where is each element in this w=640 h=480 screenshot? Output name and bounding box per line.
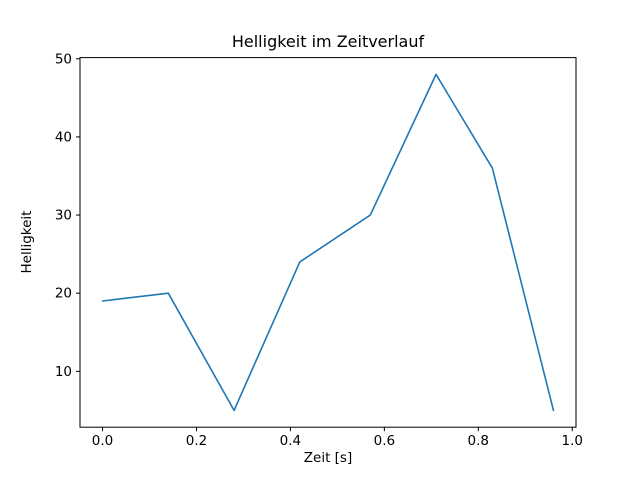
y-tick-label: 30	[55, 208, 72, 224]
x-tick-label: 0.0	[92, 433, 113, 449]
plot-area	[79, 57, 577, 428]
y-tick-label: 20	[55, 286, 72, 302]
y-tick-label: 10	[55, 364, 72, 380]
y-tick-label: 40	[55, 129, 72, 145]
y-tick-label: 50	[55, 51, 72, 67]
data-line	[101, 73, 555, 412]
x-tick-label: 0.2	[186, 433, 207, 449]
y-axis-label: Helligkeit	[19, 211, 35, 274]
x-tick-label: 0.6	[374, 433, 395, 449]
x-tick-label: 0.4	[280, 433, 301, 449]
axes-spines	[79, 57, 577, 428]
chart-title: Helligkeit im Zeitverlauf	[232, 32, 425, 51]
x-tick-label: 1.0	[562, 433, 583, 449]
axis-ticks: 0.0 0.2 0.4 0.6 0.8 1.0 10 20 30 40 50	[55, 51, 583, 449]
x-axis-label: Zeit [s]	[304, 450, 352, 466]
x-tick-label: 0.8	[468, 433, 489, 449]
